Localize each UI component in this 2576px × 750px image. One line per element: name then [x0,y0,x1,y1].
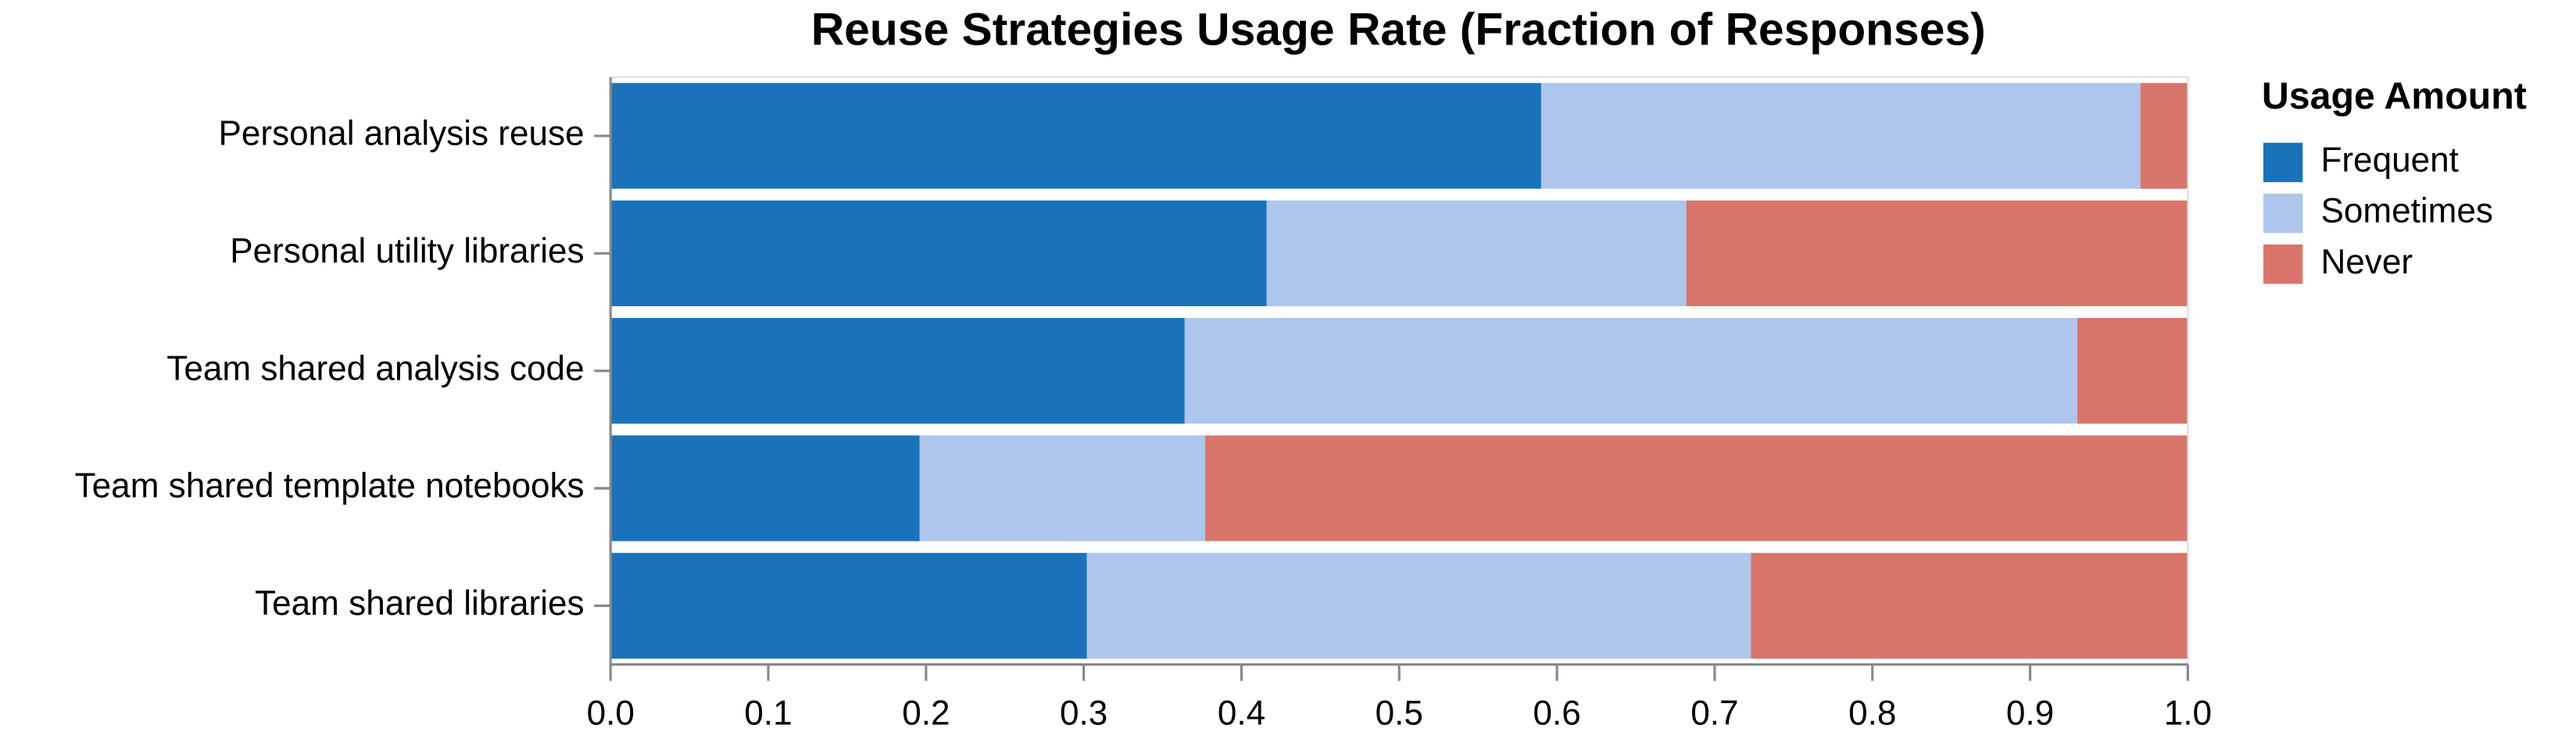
bar-segment [1205,435,2188,541]
chart-title: Reuse Strategies Usage Rate (Fraction of… [811,5,1986,55]
bar-segment [610,200,1267,306]
bar-segment [1540,83,2141,189]
bar-segment [1686,200,2188,306]
x-tick-label: 0.7 [1690,694,1738,732]
bar-segment [1266,200,1687,306]
legend-swatch [2263,142,2303,183]
bar-segment [1184,317,2078,424]
legend-swatch [2263,244,2303,284]
legend-label: Sometimes [2320,192,2493,230]
y-tick-label: Personal analysis reuse [218,115,584,153]
y-tick-label: Team shared libraries [255,584,585,623]
x-tick-label: 0.4 [1218,694,1265,732]
x-tick-label: 0.5 [1376,694,1423,732]
bar-segment [2077,317,2188,424]
bar-segment [1751,552,2188,659]
y-tick-label: Personal utility libraries [230,232,584,270]
x-tick-label: 1.0 [2164,694,2212,732]
x-tick-label: 0.3 [1060,694,1107,732]
legend-title: Usage Amount [2262,75,2527,117]
x-tick-label: 0.1 [744,694,792,732]
x-tick-label: 0.8 [1848,694,1896,732]
bar-segment [610,317,1185,424]
bar-segment [610,552,1087,659]
legend-label: Never [2320,243,2413,281]
legend-label: Frequent [2320,141,2458,180]
x-tick-label: 0.9 [2006,694,2054,732]
x-tick-label: 0.6 [1533,694,1580,732]
y-tick-label: Team shared analysis code [166,349,584,388]
bar-segment [610,435,920,541]
legend-swatch [2263,193,2303,234]
bar-segment [610,83,1541,189]
y-tick-label: Team shared template notebooks [75,467,585,505]
x-tick-label: 0.2 [902,694,950,732]
bar-segment [919,435,1206,541]
bar-segment [1086,552,1751,659]
x-tick-label: 0.0 [587,694,635,732]
bar-segment [2140,83,2188,189]
